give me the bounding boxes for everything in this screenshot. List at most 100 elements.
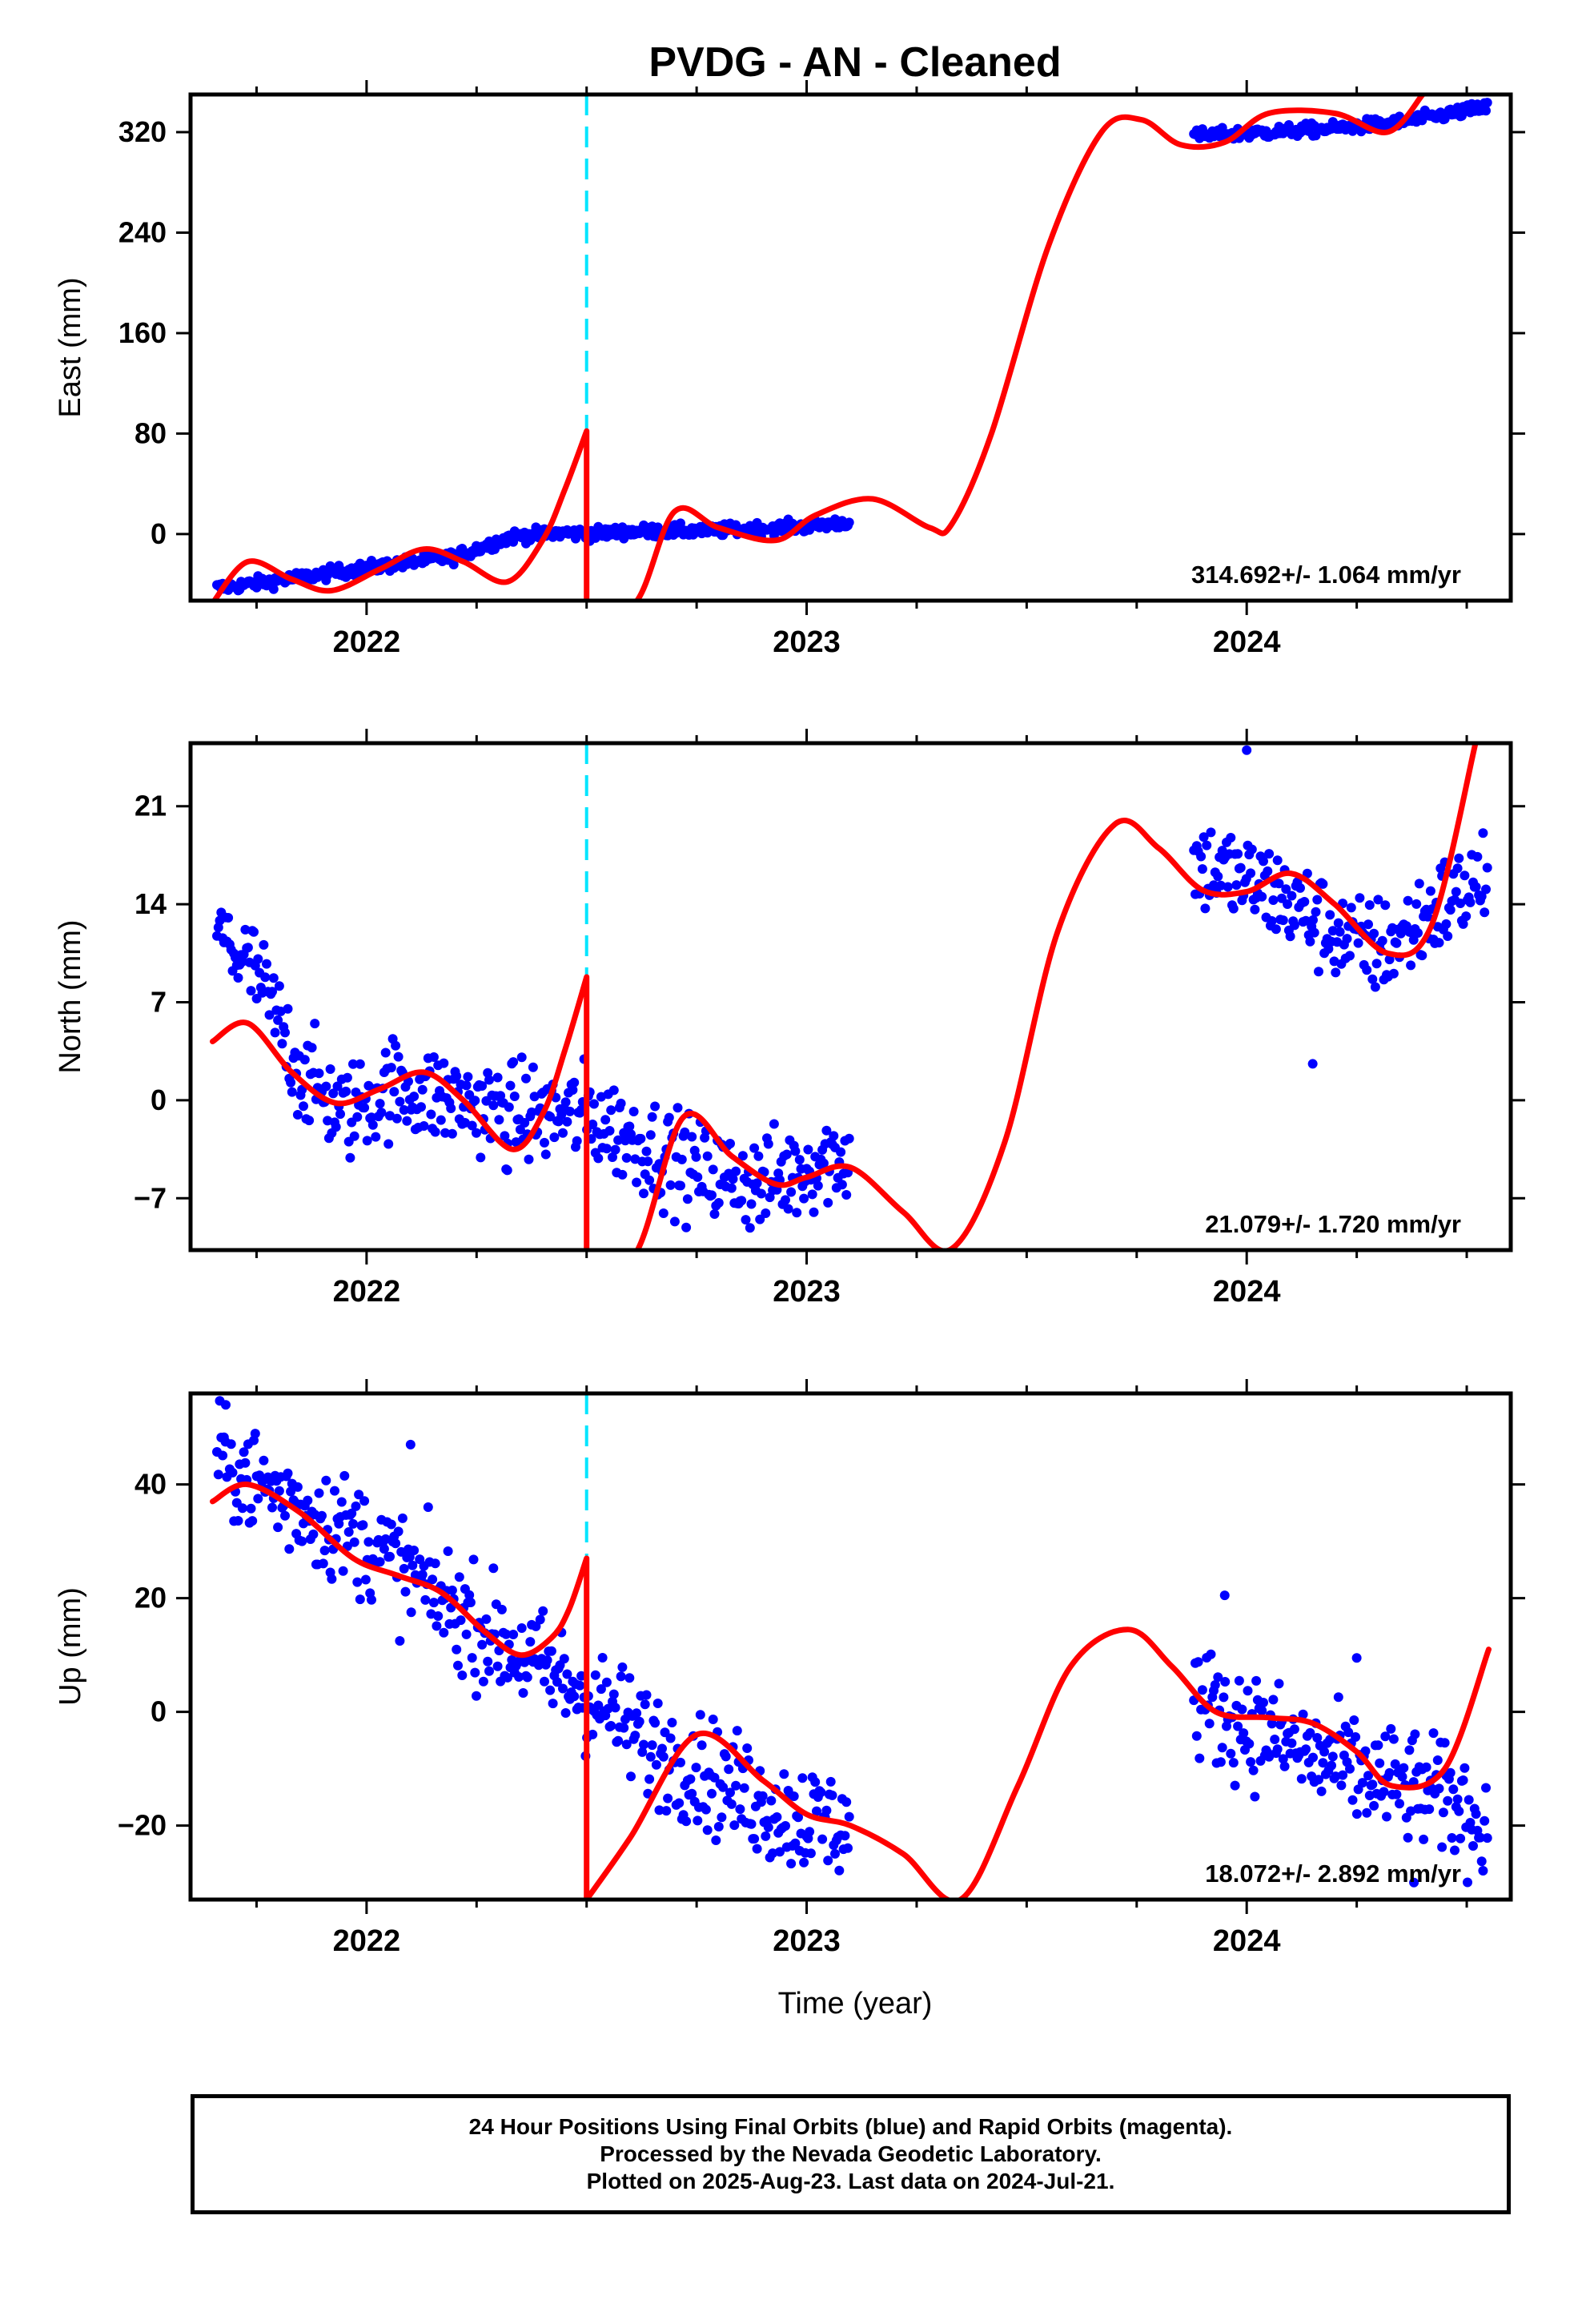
data-point [805,1827,815,1837]
data-point [661,1806,672,1816]
data-point [657,1743,667,1754]
data-point [682,1194,693,1204]
data-point [1481,1783,1491,1793]
data-point [1395,1799,1404,1809]
data-point [391,1113,402,1124]
data-point [843,1843,853,1853]
data-point [317,1510,327,1521]
data-point [803,1144,813,1155]
data-point [1268,895,1279,905]
data-point [1239,1728,1249,1739]
data-point [677,1154,687,1164]
data-point [799,1193,809,1204]
data-point [1316,1786,1327,1796]
data-point [1439,1738,1450,1748]
data-point [1325,910,1335,920]
data-point [1305,1727,1315,1738]
data-point [1370,982,1380,992]
data-point [1425,886,1435,896]
y-axis-label: North (mm) [54,919,87,1073]
y-tick-label: 7 [151,985,167,1018]
data-point [1421,1762,1431,1772]
data-point [644,1774,655,1784]
data-point [408,1560,418,1570]
data-point [645,1751,656,1762]
data-point [1233,849,1243,859]
data-point [1475,1832,1485,1843]
data-point [1206,1649,1216,1659]
plot-area [211,94,1492,601]
data-point [1228,903,1239,914]
data-point [1460,1763,1470,1773]
data-point [1346,903,1356,913]
data-point [500,1131,510,1141]
data-point [1417,951,1427,961]
data-point [1482,98,1492,108]
data-point [632,1177,642,1188]
data-point [783,1204,793,1214]
data-point [626,1771,636,1782]
data-point [755,1214,765,1224]
data-point [1404,1745,1415,1755]
data-point [1454,1806,1464,1816]
data-point [273,1015,283,1025]
data-point [1434,1783,1444,1794]
data-point [416,1102,426,1112]
data-point [402,1116,412,1126]
data-point [837,1180,847,1190]
data-point [667,1718,677,1727]
data-point [752,1178,762,1188]
data-point [1257,1706,1267,1716]
data-point [1445,1767,1456,1778]
data-point [825,1776,836,1787]
data-point [501,1629,512,1639]
data-point [617,1662,628,1672]
data-point [1471,882,1481,892]
data-point [417,1570,428,1580]
data-point [1411,899,1422,909]
data-point [606,1105,616,1116]
data-point [1338,1770,1348,1780]
data-point [608,1689,619,1699]
data-point [1445,905,1456,915]
data-point [400,1586,411,1597]
data-point [342,1072,352,1083]
data-point [1388,968,1399,979]
data-point [383,1139,394,1149]
data-point [707,1788,717,1799]
data-point [376,1108,387,1118]
data-point [488,1563,499,1574]
data-point [335,1109,345,1120]
data-point [1367,974,1378,984]
data-point [314,1068,324,1079]
data-point [753,1151,764,1161]
data-point [652,1699,663,1708]
data-point [542,1655,552,1666]
data-point [1333,918,1343,928]
data-point [628,1107,639,1116]
data-point [763,1822,773,1832]
data-point [779,1769,789,1779]
data-point [596,1684,606,1695]
data-point [259,1455,269,1466]
data-point [389,1087,400,1097]
data-point [746,1819,757,1829]
data-point [844,517,854,528]
data-point [439,1058,449,1068]
data-point [1390,1759,1400,1769]
data-point [1274,1679,1284,1689]
data-point [1399,1763,1409,1773]
data-point [359,1496,370,1506]
data-point [363,1537,374,1547]
data-point [341,1086,351,1096]
data-point [457,1671,468,1680]
y-tick-label: 0 [151,517,167,550]
data-point [1270,1735,1280,1744]
data-point [243,943,253,953]
data-point [1432,1755,1443,1765]
data-point [658,1208,669,1218]
data-point [310,1019,320,1029]
data-point [732,1726,742,1736]
data-point [226,1439,236,1449]
